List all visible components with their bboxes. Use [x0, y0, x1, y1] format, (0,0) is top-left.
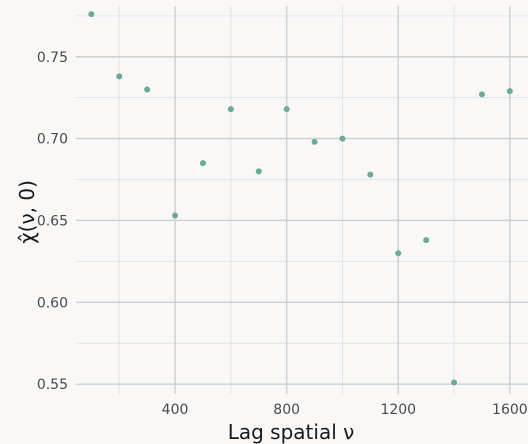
- data-point: [172, 212, 179, 219]
- data-point: [283, 106, 290, 113]
- data-point: [255, 168, 262, 175]
- data-point: [199, 160, 206, 167]
- data-point: [339, 135, 346, 142]
- y-tick-label: 0.75: [37, 50, 68, 66]
- y-tick-label: 0.65: [37, 213, 68, 229]
- data-point: [144, 86, 151, 93]
- data-point: [451, 379, 458, 386]
- y-tick-labels: 0.55 0.60 0.65 0.70 0.75: [37, 50, 68, 393]
- data-point: [311, 138, 318, 145]
- data-point: [88, 11, 95, 18]
- y-axis-label: χ̂(ν, 0): [15, 180, 39, 244]
- x-tick-labels: 400 800 1200 1600: [162, 402, 528, 418]
- x-tick-label: 800: [273, 402, 300, 418]
- x-tick-label: 1600: [492, 402, 528, 418]
- x-tick-label: 400: [162, 402, 189, 418]
- data-point: [116, 73, 123, 80]
- data-point: [227, 106, 234, 113]
- grid: [76, 6, 528, 394]
- data-point: [395, 250, 402, 257]
- data-point: [478, 91, 485, 98]
- y-tick-label: 0.55: [37, 377, 68, 393]
- y-tick-label: 0.60: [37, 295, 68, 311]
- x-tick-label: 1200: [380, 402, 416, 418]
- data-points: [88, 11, 513, 386]
- x-axis-label: Lag spatial ν: [228, 420, 355, 444]
- data-point: [506, 88, 513, 95]
- y-tick-label: 0.70: [37, 132, 68, 148]
- data-point: [367, 171, 374, 178]
- data-point: [423, 237, 430, 244]
